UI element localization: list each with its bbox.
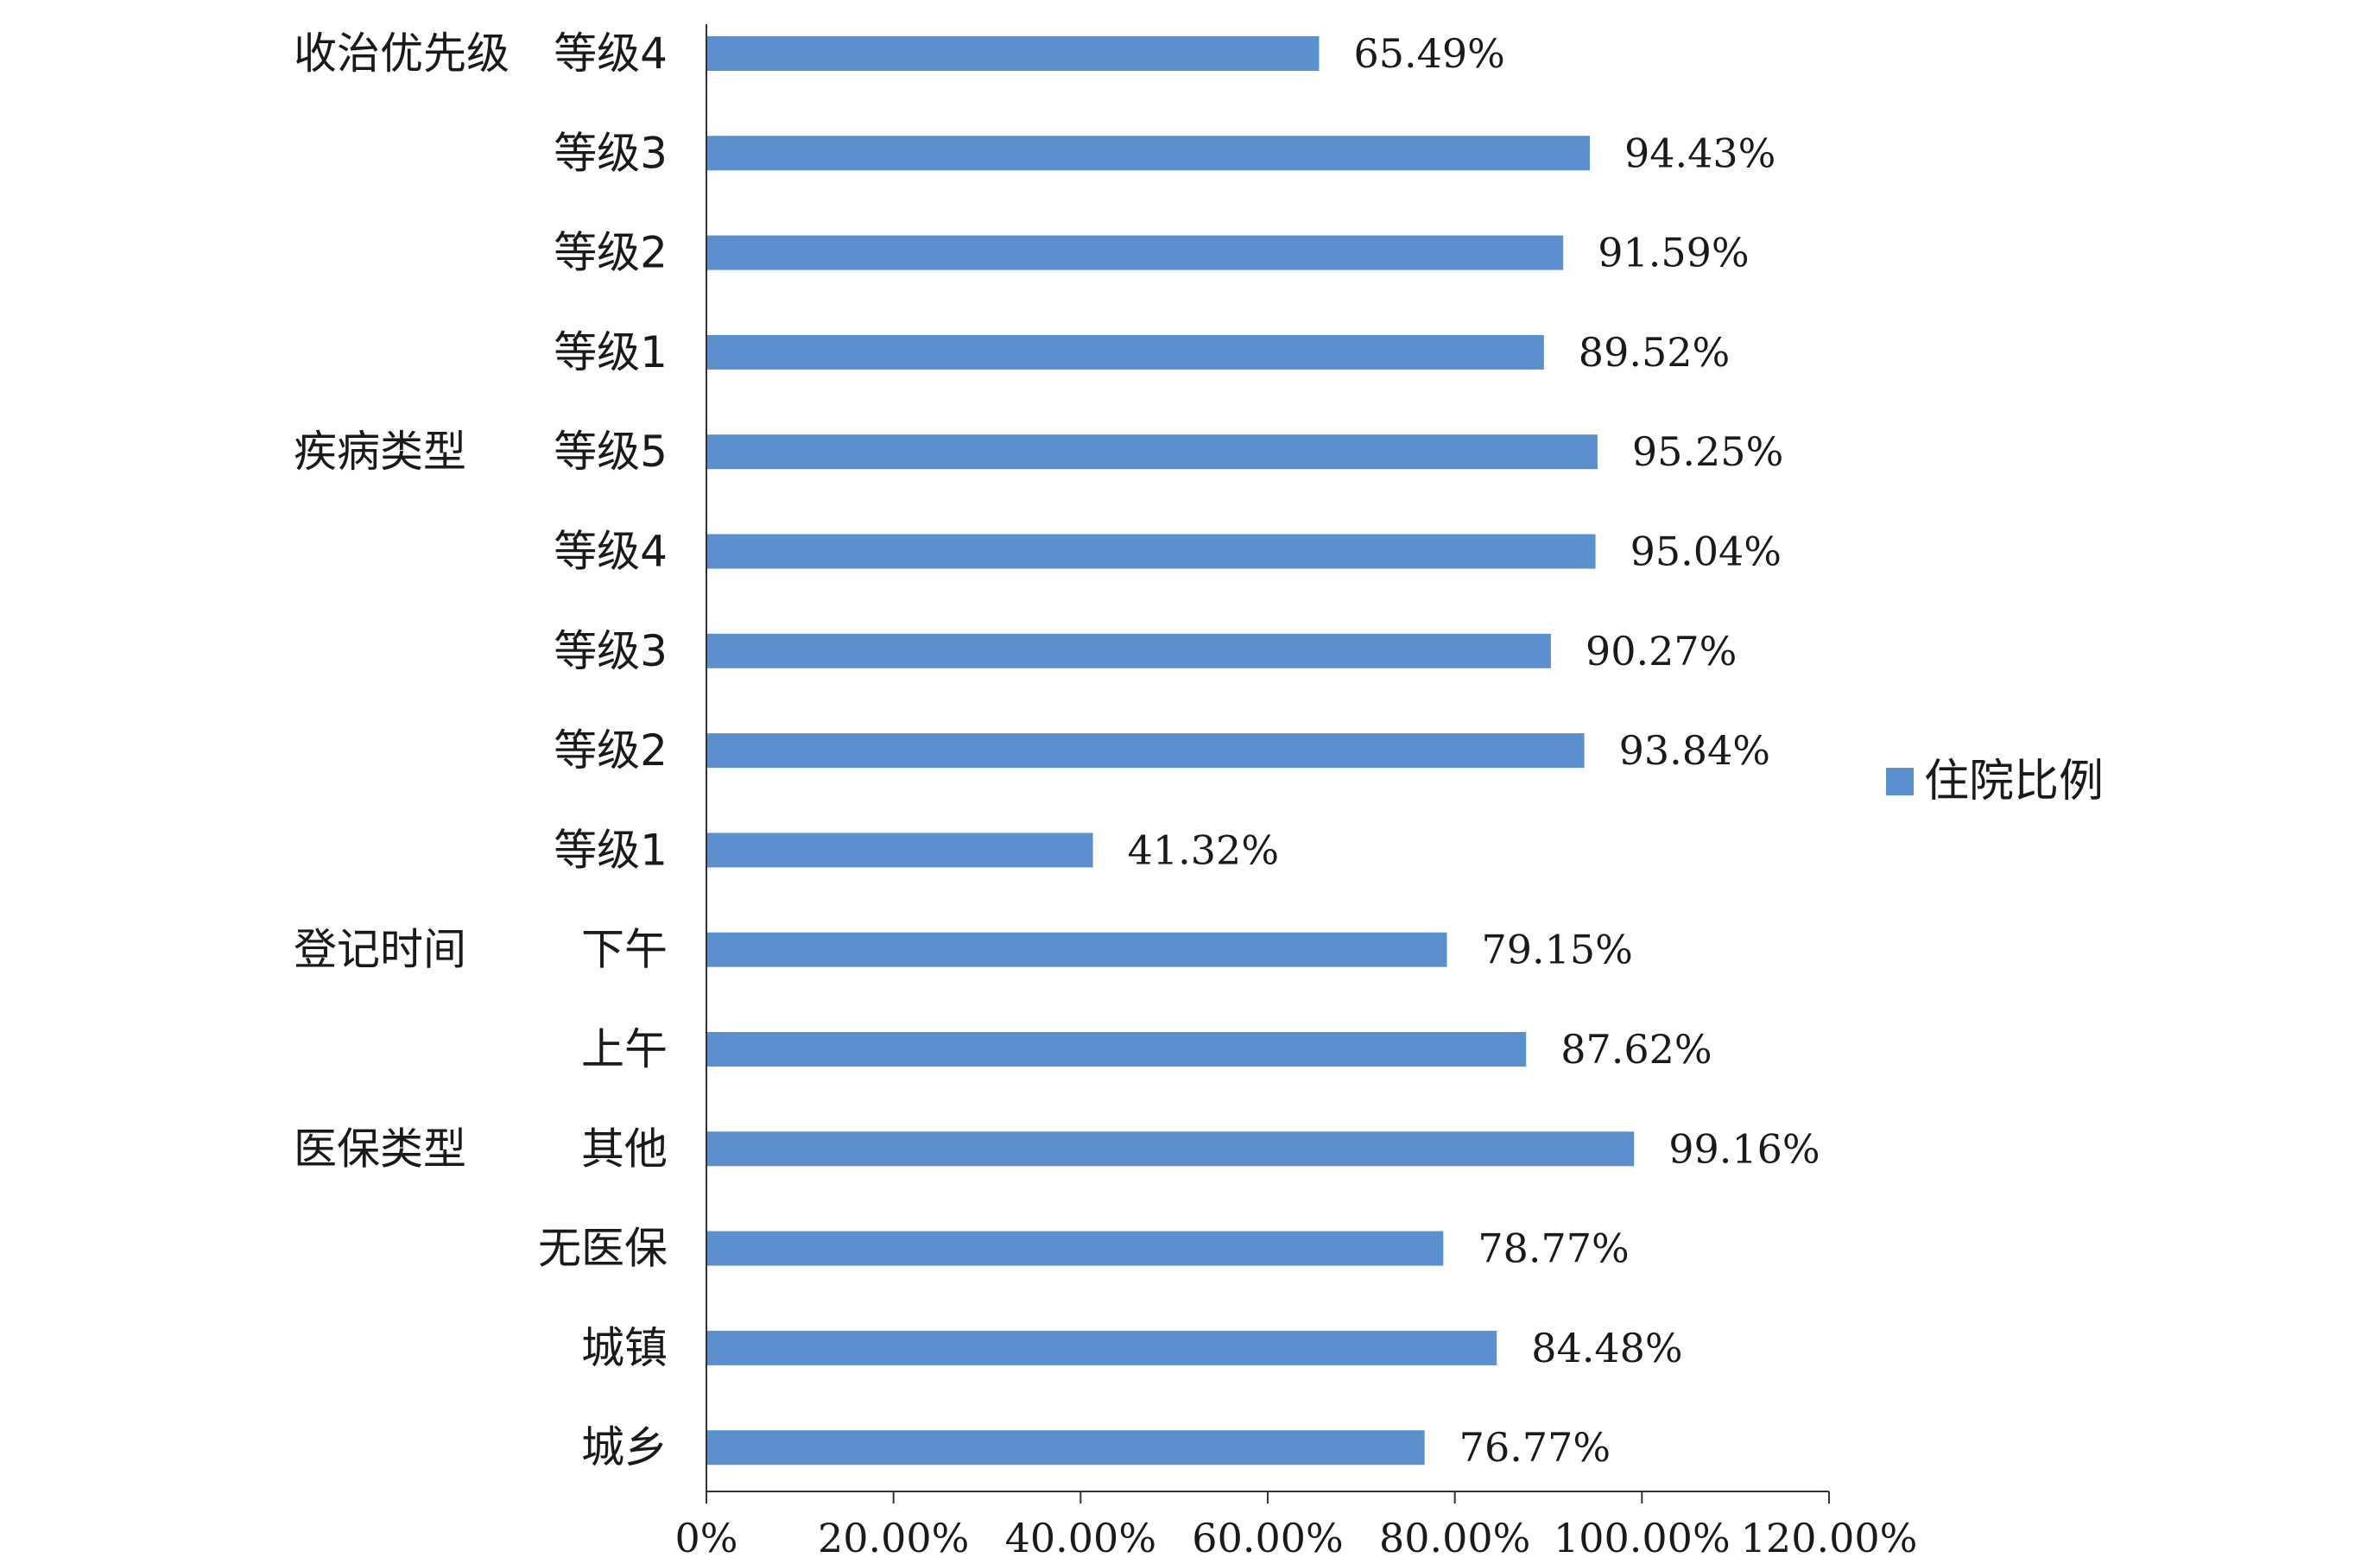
category-label-0: 等级4	[554, 28, 668, 79]
x-tick-label-2: 40.00%	[1005, 1515, 1156, 1561]
legend-label: 住院比例	[1924, 756, 2104, 807]
value-labels-layer: 65.49% 94.43% 91.59% 89.52% 95.25% 95.04% 90.2…	[1128, 30, 1820, 1471]
bar-3	[706, 334, 1544, 370]
category-label-6: 等级3	[554, 626, 668, 676]
category-label-8: 等级1	[554, 825, 668, 875]
bar-0	[706, 36, 1320, 71]
axes-layer: 0% 20.00% 40.00% 60.00% 80.00% 100.00% 120.00%	[675, 24, 1918, 1561]
value-label-8: 41.32%	[1128, 826, 1279, 873]
x-tick-label-0: 0%	[675, 1515, 738, 1561]
category-label-3: 等级1	[554, 327, 668, 377]
value-label-14: 76.77%	[1459, 1424, 1611, 1471]
category-label-4: 等级5	[554, 427, 668, 477]
x-tick-label-6: 120.00%	[1741, 1515, 1918, 1561]
bar-6	[706, 633, 1551, 668]
category-label-13: 城镇	[581, 1323, 668, 1373]
legend-swatch	[1886, 768, 1914, 795]
value-label-12: 78.77%	[1478, 1225, 1629, 1272]
bar-7	[706, 733, 1585, 769]
x-tick-label-1: 20.00%	[818, 1515, 969, 1561]
x-tick-label-5: 100.00%	[1554, 1515, 1731, 1561]
value-label-5: 95.04%	[1630, 529, 1782, 575]
category-label-12: 无医保	[538, 1224, 668, 1274]
bar-11	[706, 1131, 1635, 1167]
bar-2	[706, 235, 1564, 270]
category-label-10: 上午	[581, 1024, 668, 1074]
bar-5	[706, 534, 1596, 569]
bar-10	[706, 1032, 1527, 1067]
bar-1	[706, 136, 1590, 171]
category-label-7: 等级2	[554, 725, 668, 776]
group-label-0: 收治优先级	[294, 28, 510, 79]
x-tick-label-3: 60.00%	[1192, 1515, 1343, 1561]
value-label-9: 79.15%	[1481, 927, 1632, 973]
value-label-0: 65.49%	[1353, 30, 1504, 77]
value-label-3: 89.52%	[1579, 329, 1730, 376]
group-label-1: 疾病类型	[294, 427, 466, 477]
value-label-2: 91.59%	[1598, 230, 1749, 276]
category-label-1: 等级3	[554, 128, 668, 178]
category-label-2: 等级2	[554, 228, 668, 278]
legend: 住院比例	[1886, 756, 2104, 807]
bars-layer	[706, 36, 1635, 1466]
category-label-9: 下午	[581, 925, 668, 975]
category-label-5: 等级4	[554, 527, 668, 577]
value-label-11: 99.16%	[1668, 1125, 1820, 1172]
value-label-10: 87.62%	[1560, 1026, 1712, 1073]
group-label-3: 医保类型	[294, 1124, 466, 1174]
bar-8	[706, 833, 1093, 868]
bar-9	[706, 932, 1447, 967]
bar-14	[706, 1430, 1425, 1466]
bar-12	[706, 1231, 1444, 1266]
value-label-6: 90.27%	[1586, 628, 1737, 674]
bar-13	[706, 1330, 1497, 1365]
x-tick-label-4: 80.00%	[1379, 1515, 1530, 1561]
value-label-7: 93.84%	[1619, 727, 1770, 774]
value-label-4: 95.25%	[1632, 428, 1783, 475]
value-label-13: 84.48%	[1531, 1325, 1682, 1371]
value-label-1: 94.43%	[1624, 130, 1776, 176]
category-label-11: 其他	[581, 1124, 668, 1174]
group-label-2: 登记时间	[294, 925, 466, 975]
category-label-14: 城乡	[581, 1422, 668, 1472]
bar-4	[706, 434, 1598, 470]
